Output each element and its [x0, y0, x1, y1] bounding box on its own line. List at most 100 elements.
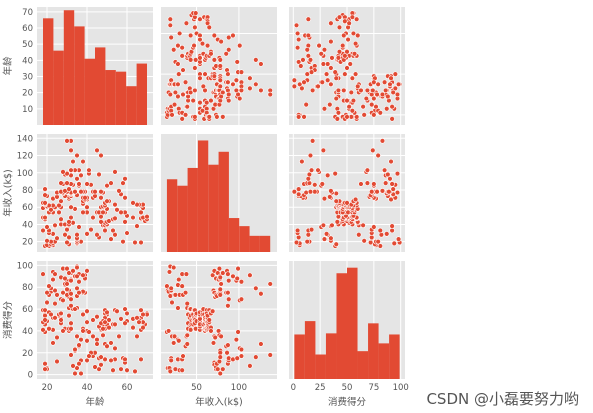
scatter-point	[182, 79, 189, 85]
scatter-point	[60, 289, 66, 296]
scatter-point	[235, 329, 241, 335]
scatter-point	[369, 101, 375, 108]
scatter-point	[165, 328, 172, 334]
scatter-point	[371, 79, 377, 85]
y-tick-label: 100	[17, 169, 33, 179]
scatter-point	[192, 114, 198, 120]
scatter-point	[226, 277, 232, 284]
scatter-point	[58, 180, 64, 186]
x-tick-label: 60	[122, 383, 133, 393]
scatter-point	[120, 180, 126, 186]
scatter-point	[369, 189, 375, 195]
scatter-point	[72, 306, 78, 312]
scatter-point	[182, 289, 189, 296]
scatter-point	[179, 283, 185, 289]
scatter-point	[390, 89, 396, 96]
hist-bar	[115, 71, 127, 125]
scatter-point	[90, 317, 96, 323]
scatter-point	[226, 91, 232, 98]
scatter-point	[199, 108, 206, 114]
scatter-point	[395, 236, 402, 242]
scatter-point	[321, 106, 328, 112]
scatter-point	[132, 368, 138, 375]
scatter-point	[344, 65, 350, 71]
scatter-point	[223, 51, 229, 57]
scatter-point	[360, 103, 366, 110]
scatter-point	[184, 341, 190, 347]
hist-bar	[166, 179, 178, 252]
y-tick-label: 30	[22, 73, 33, 83]
scatter-point	[208, 328, 214, 334]
scatter-point	[64, 138, 70, 144]
x-axis-label: 年收入(k$)	[195, 396, 242, 408]
scatter-point	[319, 79, 325, 85]
scatter-point	[346, 103, 352, 110]
scatter-point	[395, 81, 402, 88]
scatter-point	[295, 191, 302, 197]
scatter-point	[388, 158, 394, 165]
hist-bar	[177, 185, 188, 252]
scatter-point	[64, 286, 70, 293]
y-axis-label: 年收入(k$)	[2, 169, 14, 216]
scatter-point	[379, 188, 386, 194]
scatter-point	[48, 207, 54, 213]
scatter-point	[118, 209, 124, 216]
scatter-point	[197, 36, 203, 43]
scatter-point	[187, 89, 194, 96]
scatter-point	[122, 306, 128, 312]
scatter-point	[299, 85, 305, 92]
hist-bar	[105, 70, 116, 125]
scatter-point	[100, 326, 106, 332]
scatter-point	[108, 340, 114, 346]
hist-bar	[136, 63, 147, 125]
scatter-point	[217, 286, 223, 293]
scatter-point	[138, 239, 144, 246]
scatter-point	[387, 176, 393, 182]
x-tick-label: 50	[191, 383, 202, 393]
scatter-point	[370, 87, 376, 94]
hist-bar	[294, 334, 305, 379]
y-axis-label: 年龄	[2, 56, 14, 76]
scatter-point	[84, 338, 90, 344]
panel-r1-c0	[37, 134, 153, 252]
scatter-point	[355, 83, 361, 90]
scatter-point	[168, 285, 174, 292]
scatter-point	[74, 285, 80, 292]
scatter-point	[387, 81, 393, 88]
scatter-point	[112, 215, 118, 222]
scatter-point	[122, 356, 128, 363]
hist-bar	[249, 235, 260, 252]
scatter-point	[192, 65, 198, 71]
scatter-point	[80, 209, 86, 216]
scatter-point	[60, 297, 66, 304]
scatter-point	[68, 277, 74, 284]
scatter-point	[291, 77, 298, 83]
x-tick-label: 25	[315, 383, 326, 393]
scatter-point	[328, 81, 334, 88]
scatter-point	[64, 281, 70, 287]
scatter-point	[190, 97, 196, 104]
scatter-point	[192, 87, 198, 94]
hist-bar	[368, 323, 379, 379]
scatter-point	[86, 329, 92, 335]
scatter-point	[40, 227, 46, 234]
scatter-point	[94, 147, 100, 154]
scatter-point	[74, 152, 80, 159]
scatter-point	[46, 326, 52, 332]
scatter-point	[333, 95, 339, 102]
scatter-point	[312, 182, 318, 188]
scatter-point	[110, 227, 116, 234]
scatter-point	[307, 152, 314, 159]
scatter-point	[84, 357, 90, 364]
scatter-point	[176, 71, 182, 77]
scatter-point	[217, 354, 223, 360]
scatter-point	[183, 271, 190, 277]
scatter-point	[104, 343, 110, 349]
scatter-point	[68, 204, 74, 210]
scatter-point	[320, 222, 327, 228]
scatter-point	[321, 236, 328, 242]
scatter-point	[234, 275, 240, 282]
scatter-point	[68, 147, 74, 154]
scatter-point	[217, 57, 223, 63]
